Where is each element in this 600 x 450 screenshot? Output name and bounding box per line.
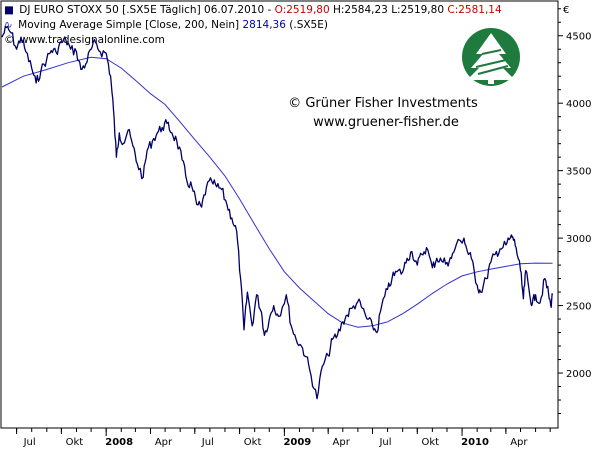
- header-ma-value: 2814,36: [243, 19, 287, 31]
- moving-average-line: [1, 56, 553, 328]
- watermark-url: www.gruener-fisher.de: [313, 115, 459, 130]
- y-tick-label: 3000: [566, 234, 591, 245]
- y-tick-label: 4000: [566, 99, 591, 110]
- x-tick-label: Jul: [378, 437, 391, 448]
- y-axis: 2000 2500 3000 3500 4000 4500: [558, 8, 591, 415]
- x-tick-label: Okt: [66, 437, 84, 448]
- y-tick-label: 4500: [566, 32, 591, 43]
- x-axis: Jul Okt 2008 Apr Jul Okt 2009 Apr Jul Okt 2010 Apr: [16, 428, 551, 448]
- header-source: www.tradesignalonline.com: [20, 34, 165, 46]
- price-series-line: [1, 25, 554, 400]
- x-tick-label: Apr: [333, 437, 351, 448]
- x-tick-label: Jul: [23, 437, 36, 448]
- header-low: L:2519,80: [391, 4, 444, 16]
- header-ma-label: Moving Average Simple [Close, 200, Nein]: [18, 19, 242, 31]
- copyright-icon: ©: [4, 34, 15, 46]
- header-ma-suffix: (.SX5E): [286, 19, 328, 31]
- y-tick-label: 2500: [566, 302, 591, 313]
- header-line-2: ∿ Moving Average Simple [Close, 200, Nei…: [4, 19, 328, 31]
- ma-series-marker: ∿: [4, 19, 13, 31]
- header-instrument: DJ EURO STOXX 50 [.SX5E Täglich] 06.07.2…: [19, 4, 274, 16]
- x-tick-label: Jul: [201, 437, 214, 448]
- x-tick-label: 2009: [283, 437, 311, 448]
- currency-label: €: [563, 5, 569, 16]
- tree-logo-icon: [462, 28, 520, 86]
- y-tick-label: 3500: [566, 167, 591, 178]
- x-tick-label: Apr: [510, 437, 528, 448]
- header-line-3: © www.tradesignalonline.com: [4, 34, 165, 46]
- watermark-copyright: © Grüner Fisher Investments: [288, 96, 478, 111]
- x-tick-label: 2010: [461, 437, 489, 448]
- price-series-marker: ■: [4, 4, 14, 16]
- header-high: H:2584,23: [333, 4, 388, 16]
- x-tick-label: Apr: [155, 437, 173, 448]
- header-close: C:2581,14: [447, 4, 502, 16]
- x-tick-label: 2008: [105, 437, 133, 448]
- x-tick-label: Okt: [244, 437, 262, 448]
- y-tick-label: 2000: [566, 369, 591, 380]
- x-tick-label: Okt: [421, 437, 439, 448]
- header-line-1: ■ DJ EURO STOXX 50 [.SX5E Täglich] 06.07…: [4, 4, 502, 16]
- header-open: O:2519,80: [275, 4, 330, 16]
